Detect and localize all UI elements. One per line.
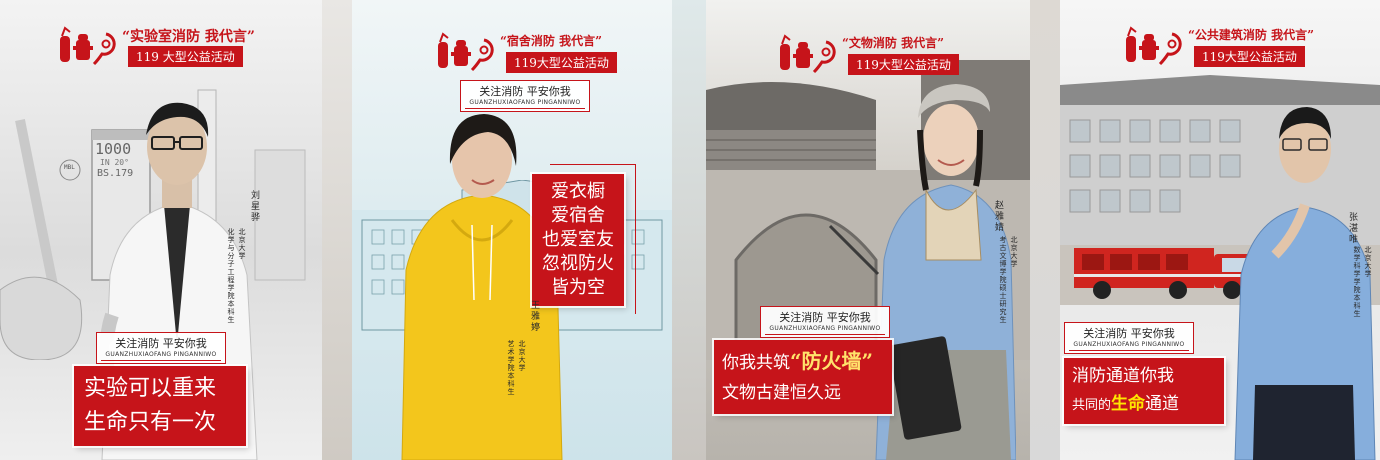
slogan-box: 你我共筑“防火墙” 文物古建恒久远 bbox=[714, 340, 892, 414]
fire-truck-illustration bbox=[1074, 248, 1252, 299]
flask-tag: MBL bbox=[64, 164, 75, 171]
tag-chinese: 关注消防 平安你我 bbox=[1083, 327, 1175, 340]
slogan-line-5: 皆为空 bbox=[551, 277, 605, 298]
slogan-prefix: 共同的 bbox=[1072, 398, 1112, 413]
event-label: 119大型公益活动 bbox=[506, 52, 617, 73]
headline: “实验室消防 我代言” bbox=[122, 29, 255, 45]
affiliation-dept: 艺术学院本科生 bbox=[507, 340, 515, 396]
slogan-suffix: 通道 bbox=[1145, 394, 1180, 414]
poster-dorm-safety: “宿舍消防 我代言” 119大型公益活动 关注消防 平安你我 GUANZHUXI… bbox=[352, 0, 672, 460]
background-strip-2 bbox=[672, 0, 706, 460]
affiliation-dept: 化学与分子工程学院本科生 bbox=[227, 228, 235, 324]
slogan-highlight: “防火墙” bbox=[790, 349, 874, 373]
book-in-hand bbox=[892, 336, 962, 440]
tag-chinese: 关注消防 平安你我 bbox=[779, 311, 871, 324]
headline: “文物消防 我代言” bbox=[842, 36, 944, 50]
tag-pinyin: GUANZHUXIAOFANG PINGANNIWO bbox=[469, 99, 581, 106]
slogan-line-3: 也爱室友 bbox=[542, 229, 614, 250]
lab-glassware-backdrop bbox=[0, 89, 306, 360]
slogan-line-1: 你我共筑“防火墙” bbox=[722, 346, 892, 378]
fire-safety-119-icon bbox=[438, 32, 494, 72]
slogan-highlight: 生命 bbox=[1111, 394, 1146, 414]
slogan-tag: 关注消防 平安你我 GUANZHUXIAOFANG PINGANNIWO bbox=[460, 80, 590, 112]
affiliation-dept: 数学科学学院本科生 bbox=[1353, 246, 1361, 318]
background-strip-3 bbox=[1030, 0, 1060, 460]
event-logo-1: “实验室消防 我代言” 119 大型公益活动 bbox=[56, 24, 296, 67]
event-logo-2: “宿舍消防 我代言” 119大型公益活动 bbox=[434, 30, 672, 73]
slogan-line-4: 忽视防火 bbox=[542, 253, 614, 274]
event-label: 119大型公益活动 bbox=[1194, 46, 1305, 67]
poster-heritage-safety: “文物消防 我代言” 119大型公益活动 赵雅婧 北京大学 考古文博学院硕士研究… bbox=[706, 0, 1030, 460]
affiliation-dept: 考古文博学院硕士研究生 bbox=[999, 236, 1007, 324]
affiliation-school: 北京大学 bbox=[238, 228, 246, 260]
poster-lab-safety: 1000 IN 20° BS.179 MBL “实验室消防 我代言” 119 大… bbox=[0, 0, 322, 460]
event-label: 119大型公益活动 bbox=[848, 54, 959, 75]
slogan-line-2: 爱宿舍 bbox=[551, 205, 605, 226]
slogan-line-2: 共同的生命通道 bbox=[1072, 390, 1224, 420]
slogan-line-2: 生命只有一次 bbox=[84, 410, 217, 435]
pointer-stick bbox=[828, 224, 880, 276]
slogan-tag: 关注消防 平安你我 GUANZHUXIAOFANG PINGANNIWO bbox=[96, 332, 226, 364]
tag-pinyin: GUANZHUXIAOFANG PINGANNIWO bbox=[769, 325, 881, 332]
student-yellow-hoodie-portrait bbox=[401, 114, 563, 460]
headline: “公共建筑消防 我代言” bbox=[1188, 28, 1314, 42]
tag-pinyin: GUANZHUXIAOFANG PINGANNIWO bbox=[1073, 341, 1185, 348]
slogan-tag: 关注消防 平安你我 GUANZHUXIAOFANG PINGANNIWO bbox=[1064, 322, 1194, 354]
affiliation-school: 北京大学 bbox=[518, 340, 526, 372]
beaker-label: BS.179 bbox=[97, 168, 134, 179]
person-name: 张湛唯 bbox=[1347, 212, 1357, 245]
beaker-number: 1000 bbox=[95, 140, 132, 158]
event-label: 119 大型公益活动 bbox=[128, 46, 243, 67]
affiliation-school: 北京大学 bbox=[1364, 246, 1372, 278]
slogan-line-2: 文物古建恒久远 bbox=[722, 383, 841, 403]
person-name: 王雅婷 bbox=[529, 300, 539, 333]
slogan-box: 爱衣橱 爱宿舍 也爱室友 忽视防火 皆为空 bbox=[532, 174, 624, 306]
slogan-line-1: 消防通道你我 bbox=[1072, 366, 1174, 386]
poster-public-building-safety: “公共建筑消防 我代言” 119大型公益活动 张湛唯 北京大学 数学科学学院本科… bbox=[1060, 0, 1380, 460]
tag-chinese: 关注消防 平安你我 bbox=[479, 85, 571, 98]
person-name: 赵雅婧 bbox=[993, 200, 1003, 233]
tag-chinese: 关注消防 平安你我 bbox=[115, 337, 207, 350]
slogan-box: 实验可以重来 生命只有一次 bbox=[74, 366, 246, 446]
tag-pinyin: GUANZHUXIAOFANG PINGANNIWO bbox=[105, 351, 217, 358]
beaker-scale: IN 20° bbox=[100, 158, 129, 167]
slogan-tag: 关注消防 平安你我 GUANZHUXIAOFANG PINGANNIWO bbox=[760, 306, 890, 338]
person-name: 刘星骅 bbox=[249, 190, 259, 223]
fire-safety-119-icon bbox=[780, 34, 836, 74]
slogan-box: 消防通道你我 共同的生命通道 bbox=[1064, 358, 1224, 424]
affiliation-school: 北京大学 bbox=[1010, 236, 1018, 268]
event-logo-4: “公共建筑消防 我代言” 119大型公益活动 bbox=[1122, 24, 1362, 67]
headline: “宿舍消防 我代言” bbox=[500, 34, 602, 48]
slogan-line-1: 实验可以重来 bbox=[84, 376, 217, 401]
slogan-frame-line bbox=[550, 164, 636, 314]
slogan-prefix: 你我共筑 bbox=[722, 353, 790, 373]
fire-safety-119-icon bbox=[1126, 26, 1182, 66]
event-logo-3: “文物消防 我代言” 119大型公益活动 bbox=[776, 32, 1016, 75]
background-strip-1 bbox=[322, 0, 352, 460]
student-glasses-portrait bbox=[1234, 107, 1376, 460]
fire-safety-119-icon bbox=[60, 26, 116, 66]
slogan-line-1: 爱衣橱 bbox=[551, 181, 605, 202]
